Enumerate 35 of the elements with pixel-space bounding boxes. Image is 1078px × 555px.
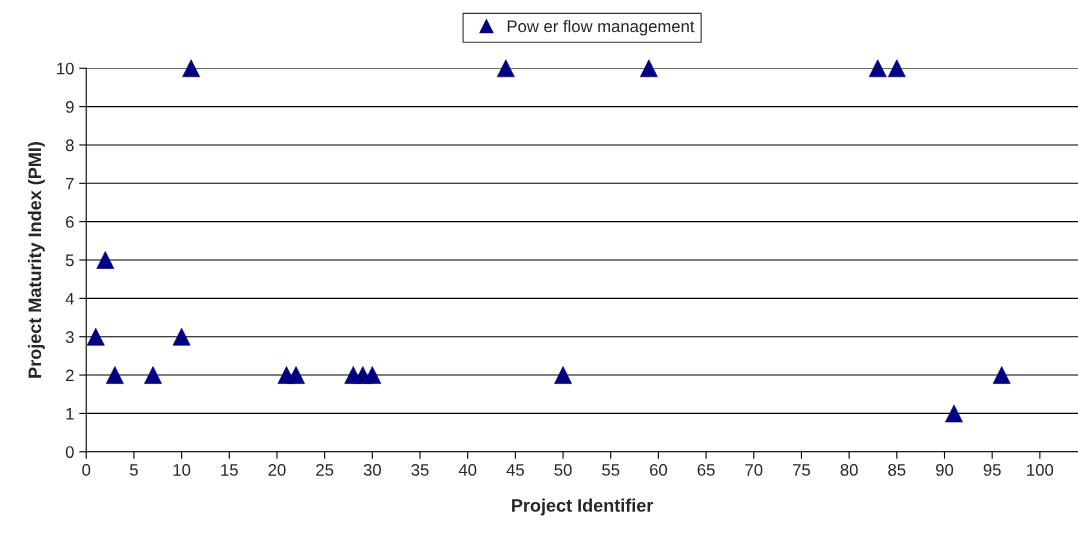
x-axis-title: Project Identifier <box>512 498 654 516</box>
x-tick-label: 5 <box>129 464 138 476</box>
y-tick-label: 8 <box>65 139 74 152</box>
y-axis-title: Project Maturity Index (PMI) <box>27 142 45 378</box>
y-tick-label: 4 <box>65 292 74 305</box>
y-tick-label: 10 <box>57 62 74 75</box>
x-tick-label: 0 <box>82 464 91 476</box>
x-tick-label: 60 <box>649 464 668 476</box>
x-tick-label: 55 <box>602 464 620 476</box>
legend-label: Pow er flow management <box>507 19 695 36</box>
x-tick-label: 75 <box>793 464 811 476</box>
x-tick-label: 70 <box>745 464 763 476</box>
y-tick-label: 1 <box>66 407 74 420</box>
y-tick-label: 6 <box>66 216 74 228</box>
x-tick-label: 40 <box>458 464 477 476</box>
y-tick-label: 7 <box>66 177 74 190</box>
x-tick-label: 85 <box>888 464 906 476</box>
x-tick-label: 50 <box>554 464 572 476</box>
y-tick-label: 2 <box>66 369 74 382</box>
x-tick-label: 45 <box>506 464 524 476</box>
x-tick-label: 80 <box>840 464 858 476</box>
y-tick-label: 3 <box>65 331 74 343</box>
x-tick-label: 10 <box>173 464 191 476</box>
x-tick-label: 30 <box>363 464 381 476</box>
x-tick-label: 90 <box>936 464 954 476</box>
x-tick-label: 15 <box>221 464 238 476</box>
x-tick-label: 65 <box>697 464 715 476</box>
y-tick-label: 0 <box>65 446 74 458</box>
x-tick-label: 100 <box>1027 464 1054 476</box>
y-tick-label: 5 <box>65 254 74 267</box>
x-tick-label: 95 <box>983 464 1001 476</box>
x-tick-label: 25 <box>316 464 334 476</box>
y-tick-label: 9 <box>65 101 74 113</box>
x-tick-label: 20 <box>268 464 286 476</box>
x-tick-label: 35 <box>411 464 429 476</box>
